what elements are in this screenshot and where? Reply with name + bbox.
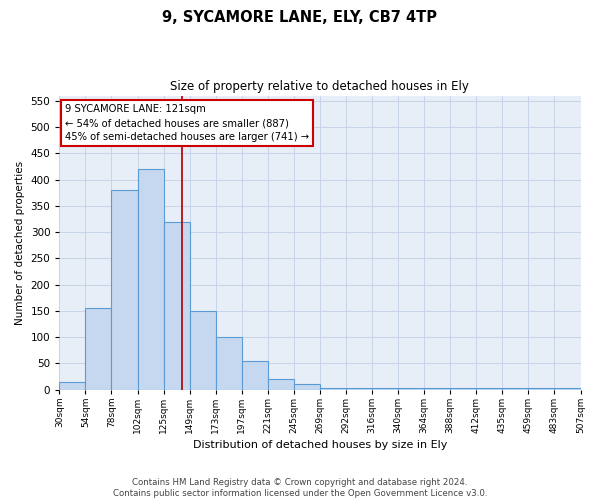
Bar: [85, 308, 112, 390]
Bar: [529, 388, 554, 390]
Bar: [242, 361, 268, 390]
Bar: [476, 388, 502, 390]
Bar: [215, 337, 242, 390]
Bar: [424, 388, 450, 390]
Bar: [398, 388, 424, 390]
Bar: [554, 388, 581, 390]
Bar: [294, 384, 320, 390]
Title: Size of property relative to detached houses in Ely: Size of property relative to detached ho…: [170, 80, 469, 93]
Bar: [59, 382, 85, 390]
Bar: [268, 379, 294, 390]
Bar: [320, 388, 346, 390]
Bar: [346, 388, 372, 390]
Text: 9 SYCAMORE LANE: 121sqm
← 54% of detached houses are smaller (887)
45% of semi-d: 9 SYCAMORE LANE: 121sqm ← 54% of detache…: [65, 104, 308, 142]
Bar: [450, 388, 476, 390]
Bar: [137, 169, 164, 390]
Y-axis label: Number of detached properties: Number of detached properties: [15, 160, 25, 324]
Bar: [112, 190, 137, 390]
Text: Contains HM Land Registry data © Crown copyright and database right 2024.
Contai: Contains HM Land Registry data © Crown c…: [113, 478, 487, 498]
Bar: [372, 388, 398, 390]
Bar: [502, 388, 529, 390]
Bar: [164, 222, 190, 390]
X-axis label: Distribution of detached houses by size in Ely: Distribution of detached houses by size …: [193, 440, 447, 450]
Bar: [190, 311, 215, 390]
Text: 9, SYCAMORE LANE, ELY, CB7 4TP: 9, SYCAMORE LANE, ELY, CB7 4TP: [163, 10, 437, 25]
